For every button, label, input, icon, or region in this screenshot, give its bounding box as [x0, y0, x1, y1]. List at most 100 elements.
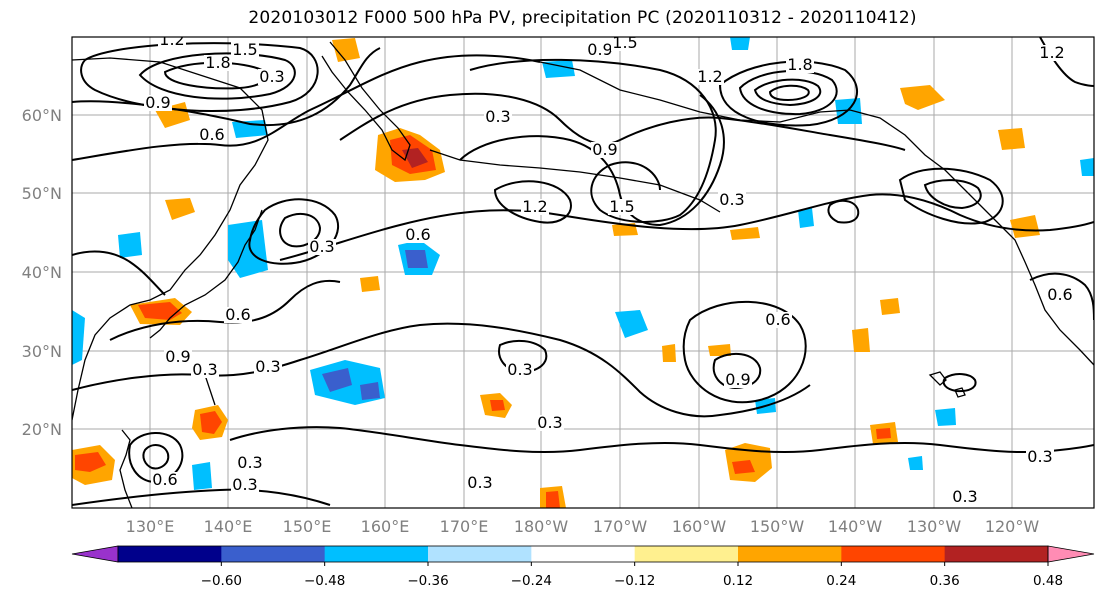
contour-label-bg [254, 359, 282, 375]
precip-positive-core [138, 302, 182, 320]
precip-positive-area [900, 85, 945, 110]
colorbar-tick-label: 0.36 [930, 573, 960, 589]
pv-contour-cyclone-japan [248, 198, 340, 265]
longitude-label: 150°E [283, 517, 332, 536]
contour-label-bg [1026, 449, 1054, 465]
colorbar-tick-labels: −0.60 −0.48 −0.36 −0.24 −0.12 0.12 0.24 0.36 0.4… [201, 562, 1063, 589]
pv-contour-0.6-west [72, 54, 541, 161]
precip-positive-area [360, 276, 380, 292]
pv-contour-1.5-west [138, 52, 296, 100]
contour-label-bg [1038, 45, 1066, 61]
contour-label: 0.9 [592, 140, 617, 159]
pv-contour-trough-mid [469, 58, 717, 223]
contour-label: 0.3 [192, 360, 217, 379]
pv-contour-low-south [128, 432, 184, 484]
pv-contour-0.6-central-east [682, 300, 807, 404]
colorbar-tick-label: −0.36 [407, 573, 448, 589]
contour-label: 0.6 [405, 225, 430, 244]
latitude-label: 40°N [22, 263, 62, 282]
contour-label-bg [231, 42, 259, 58]
contour-label-bg [466, 475, 494, 491]
pv-contour-0.3-subtropics [229, 426, 1094, 454]
contour-label: 0.3 [467, 473, 492, 492]
precip-negative-area [730, 37, 750, 50]
contour-label: 1.8 [787, 55, 812, 74]
precip-positive-core [876, 428, 891, 439]
contour-label: 1.5 [609, 197, 634, 216]
contour-label: 0.6 [765, 310, 790, 329]
longitude-label: 130°E [126, 517, 175, 536]
colorbar-extend-low [71, 545, 119, 563]
colorbar-segment [944, 546, 1049, 562]
contour-label-bg [696, 69, 724, 85]
contour-label-bg [191, 362, 219, 378]
precip-negative-area [72, 310, 85, 365]
colorbar-segment [221, 546, 326, 562]
contour-label-bg [224, 307, 252, 323]
contour-label-bg [158, 37, 186, 48]
contour-label-bg [236, 455, 264, 471]
colorbar-tick-label: 0.24 [826, 573, 856, 589]
contour-label: 1.2 [697, 67, 722, 86]
contour-label: 0.3 [232, 475, 257, 494]
contour-label: 0.3 [952, 487, 977, 506]
precip-positive-core [200, 411, 222, 434]
contour-label-bg [951, 489, 979, 505]
colorbar-segment [634, 546, 739, 562]
contour-label: 1.2 [1039, 43, 1064, 62]
pv-contour-west-edge [72, 250, 166, 296]
contour-label: 0.9 [725, 370, 750, 389]
colorbar-segment [738, 546, 842, 562]
latitude-label: 60°N [22, 106, 62, 125]
contour-label: 1.2 [522, 197, 547, 216]
coastline-aleutians [429, 149, 721, 213]
precip-positive-area [852, 328, 870, 352]
contour-label: 1.5 [612, 33, 637, 52]
pv-contour-0.9-mid [459, 94, 725, 227]
precip-positive-area [998, 128, 1025, 150]
precip-negative-area [542, 60, 575, 78]
longitude-label: 160°E [361, 517, 410, 536]
longitude-label: 130°W [907, 517, 962, 536]
contour-label-bg [764, 312, 792, 328]
pv-contour-west-coast [898, 167, 1004, 225]
precip-negative-area [935, 408, 956, 426]
longitude-label: 140°E [204, 517, 253, 536]
map-title: 2020103012 F000 500 hPa PV, precipitatio… [248, 8, 917, 28]
pv-contour-1.2-east [738, 70, 838, 116]
pv-contour-0.9-west [72, 47, 381, 127]
contour-label-bg [718, 192, 746, 208]
map-frame [71, 36, 1095, 509]
pv-contour-small-3 [827, 199, 860, 224]
pv-contour-1.5-east [753, 78, 822, 107]
longitude-label: 160°W [672, 517, 727, 536]
contour-label-bg [591, 142, 619, 158]
longitude-label: 120°W [985, 517, 1040, 536]
latitude-label: 50°N [22, 184, 62, 203]
colorbar-segment [531, 546, 636, 562]
contour-label-bg [724, 372, 752, 388]
contour-label: 0.3 [237, 453, 262, 472]
contour-label-bg [611, 37, 639, 51]
contour-label-bg [151, 472, 179, 488]
contour-label: 0.3 [1027, 447, 1052, 466]
contour-label: 0.6 [225, 305, 250, 324]
colorbar-tick-label: −0.12 [614, 573, 655, 589]
longitude-label: 170°W [593, 517, 648, 536]
colorbar [71, 545, 1095, 563]
contour-label-bg [308, 239, 336, 255]
pv-contour-0.6-lower [72, 488, 331, 506]
coastline-asia [72, 57, 269, 421]
colorbar-tick-label: −0.48 [304, 573, 345, 589]
longitude-label: 150°W [750, 517, 805, 536]
precip-negative-area [798, 208, 814, 228]
precip-positive-area [662, 344, 676, 362]
colorbar-tick-label: 0.48 [1033, 573, 1063, 589]
longitude-label: 170°E [440, 517, 489, 536]
contour-label: 0.3 [507, 360, 532, 379]
pv-contour-small-1 [942, 373, 977, 393]
precip-positive-area [880, 298, 900, 315]
precip-max-core [402, 148, 428, 168]
precip-positive-area [730, 227, 760, 240]
